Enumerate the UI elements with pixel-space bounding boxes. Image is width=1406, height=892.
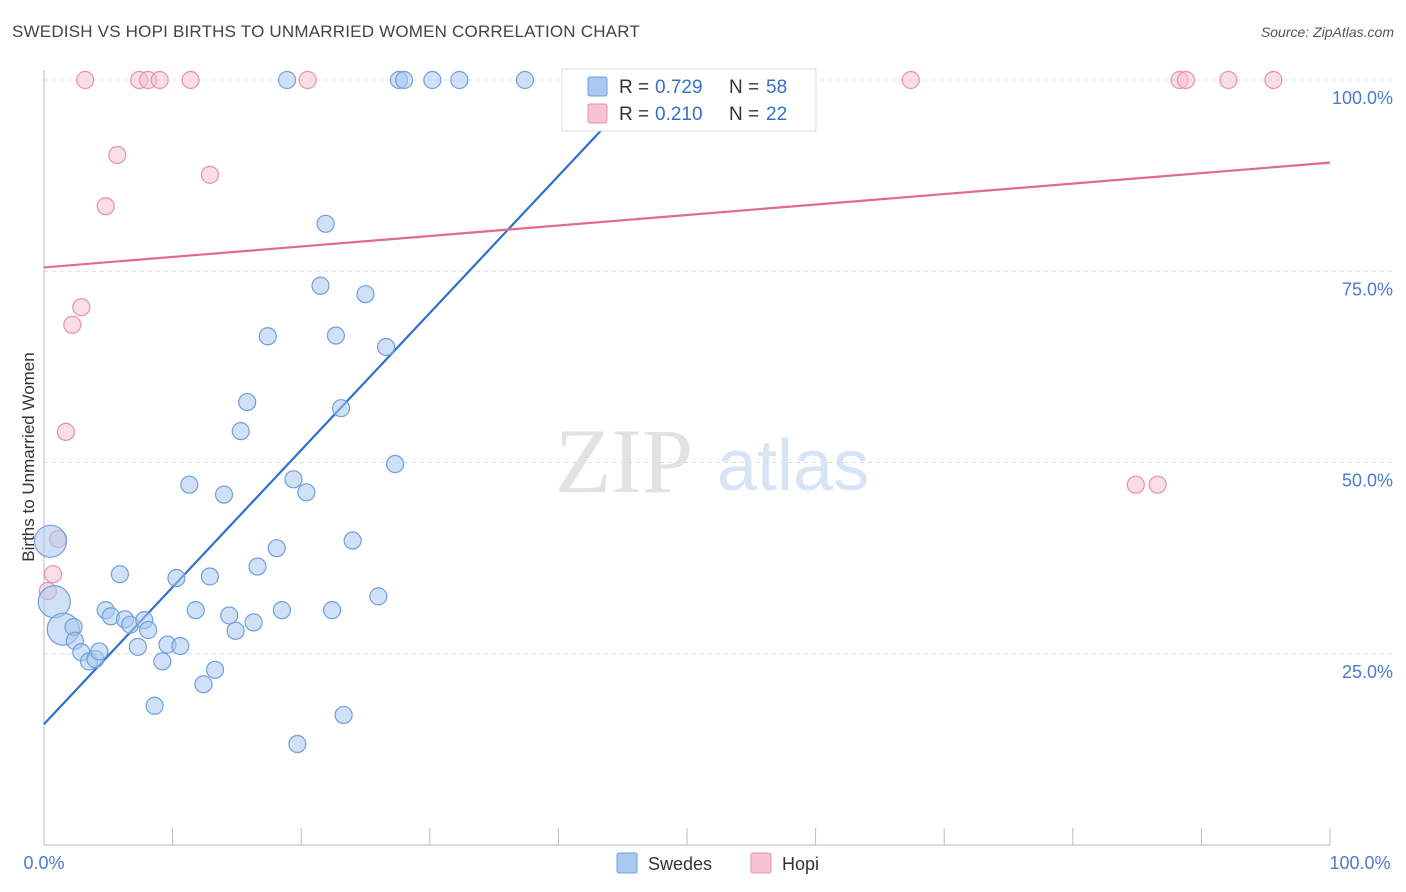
chart-title: SWEDISH VS HOPI BIRTHS TO UNMARRIED WOME… (12, 22, 640, 41)
source-credit: Source: ZipAtlas.com (1260, 24, 1394, 40)
swedes-point (334, 705, 353, 725)
swedes-point (316, 214, 335, 233)
swedes-point (423, 70, 442, 90)
hopi-swatch (587, 103, 608, 124)
swedes-point (33, 524, 68, 558)
hopi-point (200, 165, 219, 184)
swedes-point (248, 557, 267, 576)
hopi-point (1176, 70, 1196, 90)
swedes-point (376, 337, 396, 357)
hopi-r-value: 0.210 (655, 104, 703, 125)
data-points (33, 70, 1283, 754)
swedes-r-value: 0.729 (655, 77, 703, 98)
hopi-point (1219, 70, 1238, 90)
x-tick-label-min: 0.0% (23, 853, 64, 873)
swedes-point (277, 70, 297, 90)
swedes-point (145, 696, 164, 715)
swedes-point (153, 652, 172, 671)
swedes-point (272, 601, 292, 620)
swedes-point (356, 285, 375, 304)
hopi-point (901, 70, 920, 90)
hopi-point (1126, 475, 1145, 494)
swedes-point (331, 399, 351, 418)
hopi-point (43, 565, 63, 584)
hopi-n-value: 22 (766, 104, 787, 125)
hopi-point (108, 145, 127, 165)
hopi-point (72, 298, 91, 317)
y-tick-label-100: 100.0% (1332, 88, 1393, 108)
swedes-point (369, 587, 388, 606)
legend-hopi-label: Hopi (782, 854, 819, 874)
y-axis-title: Births to Unmarried Women (19, 352, 38, 561)
legend-swedes-swatch (616, 852, 638, 874)
series-legend: Swedes Hopi (616, 852, 819, 874)
hopi-point (181, 70, 200, 90)
stats-legend: R = 0.729 N = 58 R = 0.210 N = 22 (561, 68, 817, 132)
watermark-zip: ZIP (555, 410, 693, 512)
swedes-point (394, 70, 414, 90)
swedes-point (139, 620, 158, 640)
swedes-r-label: R = (619, 77, 649, 98)
swedes-point (326, 326, 346, 345)
x-ticks (43, 828, 1331, 845)
swedes-point (128, 637, 147, 656)
swedes-point (515, 70, 535, 90)
watermark-atlas: atlas (717, 426, 869, 506)
legend-swedes-label: Swedes (648, 854, 712, 874)
swedes-point (214, 485, 234, 504)
swedes-point (311, 276, 330, 295)
swedes-point (238, 392, 257, 412)
hopi-point (76, 70, 95, 90)
hopi-point (298, 70, 317, 90)
swedes-point (180, 475, 199, 494)
swedes-point (167, 568, 186, 588)
swedes-point (220, 606, 239, 625)
swedes-point (231, 422, 250, 441)
swedes-point (205, 660, 225, 679)
swedes-point (288, 734, 307, 754)
swedes-n-label: N = (729, 77, 759, 98)
swedes-point (194, 675, 213, 694)
swedes-point (110, 565, 129, 584)
swedes-point (186, 601, 205, 620)
y-tick-label-75: 75.0% (1342, 279, 1393, 299)
hopi-point (63, 315, 82, 334)
swedes-point (284, 470, 303, 489)
swedes-point (267, 539, 286, 558)
swedes-point (90, 642, 109, 661)
swedes-point (226, 621, 245, 640)
swedes-point (385, 454, 405, 474)
swedes-point (171, 636, 190, 656)
swedes-point (258, 327, 277, 346)
legend-hopi-swatch (750, 852, 772, 874)
gridlines (44, 79, 1392, 655)
swedes-point (297, 483, 316, 502)
swedes-point (244, 613, 263, 632)
swedes-point (322, 601, 342, 620)
hopi-point (1148, 475, 1167, 494)
hopi-point (150, 70, 169, 90)
hopi-point (1264, 70, 1283, 90)
hopi-point (56, 422, 75, 441)
hopi-point (96, 197, 115, 216)
y-tick-label-25: 25.0% (1342, 662, 1393, 682)
x-tick-label-max: 100.0% (1329, 853, 1390, 873)
y-tick-label-50: 50.0% (1342, 471, 1393, 491)
swedes-point (200, 567, 219, 586)
swedes-point (450, 70, 469, 90)
hopi-n-label: N = (729, 104, 759, 125)
swedes-swatch (587, 76, 608, 97)
hopi-r-label: R = (619, 104, 649, 125)
swedes-n-value: 58 (766, 77, 787, 98)
y-tick-labels: 25.0% 50.0% 75.0% 100.0% (1332, 88, 1393, 682)
hopi-trend-line (43, 161, 1331, 269)
swedes-point (343, 531, 362, 550)
